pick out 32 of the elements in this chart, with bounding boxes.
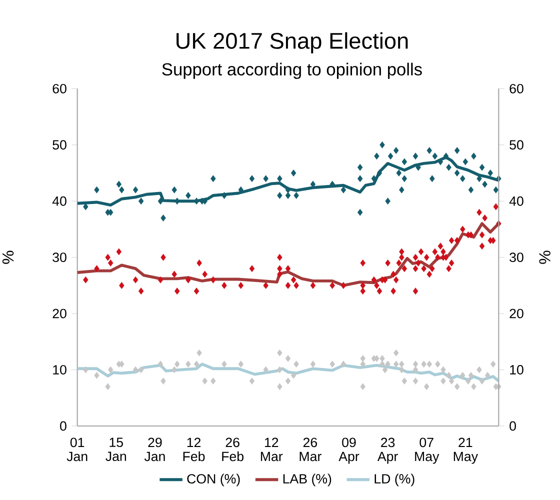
y2-axis-title: % [539,250,550,264]
y-tick-label: 20 [52,308,66,318]
x-tick-label: 12 Feb [183,438,205,462]
y2-tick-label: 0 [510,421,516,431]
x-tick-label: 07 May [415,438,440,464]
y-tick-label: 60 [52,84,66,94]
y2-tick-label: 60 [510,84,524,94]
y2-tick-label: 50 [510,140,524,150]
y-tick-label: 50 [52,140,66,150]
y2-tick-label: 10 [510,365,524,374]
x-tick-label: 12 Mar [260,438,283,462]
y2-tick-label: 40 [509,196,524,206]
y-tick-label: 10 [53,365,66,374]
x-tick-label: 15 Jan [106,438,126,462]
y-tick-label: 30 [52,252,66,262]
x-tick-label: 09 Apr [338,438,360,464]
x-tick-label: 01 Jan [66,438,88,462]
legend-label: LAB (%) [283,474,332,486]
y-tick-label: 40 [52,196,66,206]
x-tick-label: 26 Feb [222,438,244,462]
y-tick-label: 0 [60,421,66,431]
y2-tick-label: 20 [510,308,524,318]
x-tick-label: 21 May [454,438,478,464]
y-axis-title: % [2,250,14,264]
x-tick-label: 29 Jan [144,438,165,462]
chart-subtitle: Support according to opinion polls [162,62,422,79]
y2-tick-label: 30 [510,252,524,262]
x-tick-label: 23 Apr [377,438,398,464]
legend-label: LD (%) [374,474,414,486]
legend-label: CON (%) [187,474,240,486]
x-tick-label: 26 Mar [300,438,322,462]
chart-title: UK 2017 Snap Election [176,32,408,54]
